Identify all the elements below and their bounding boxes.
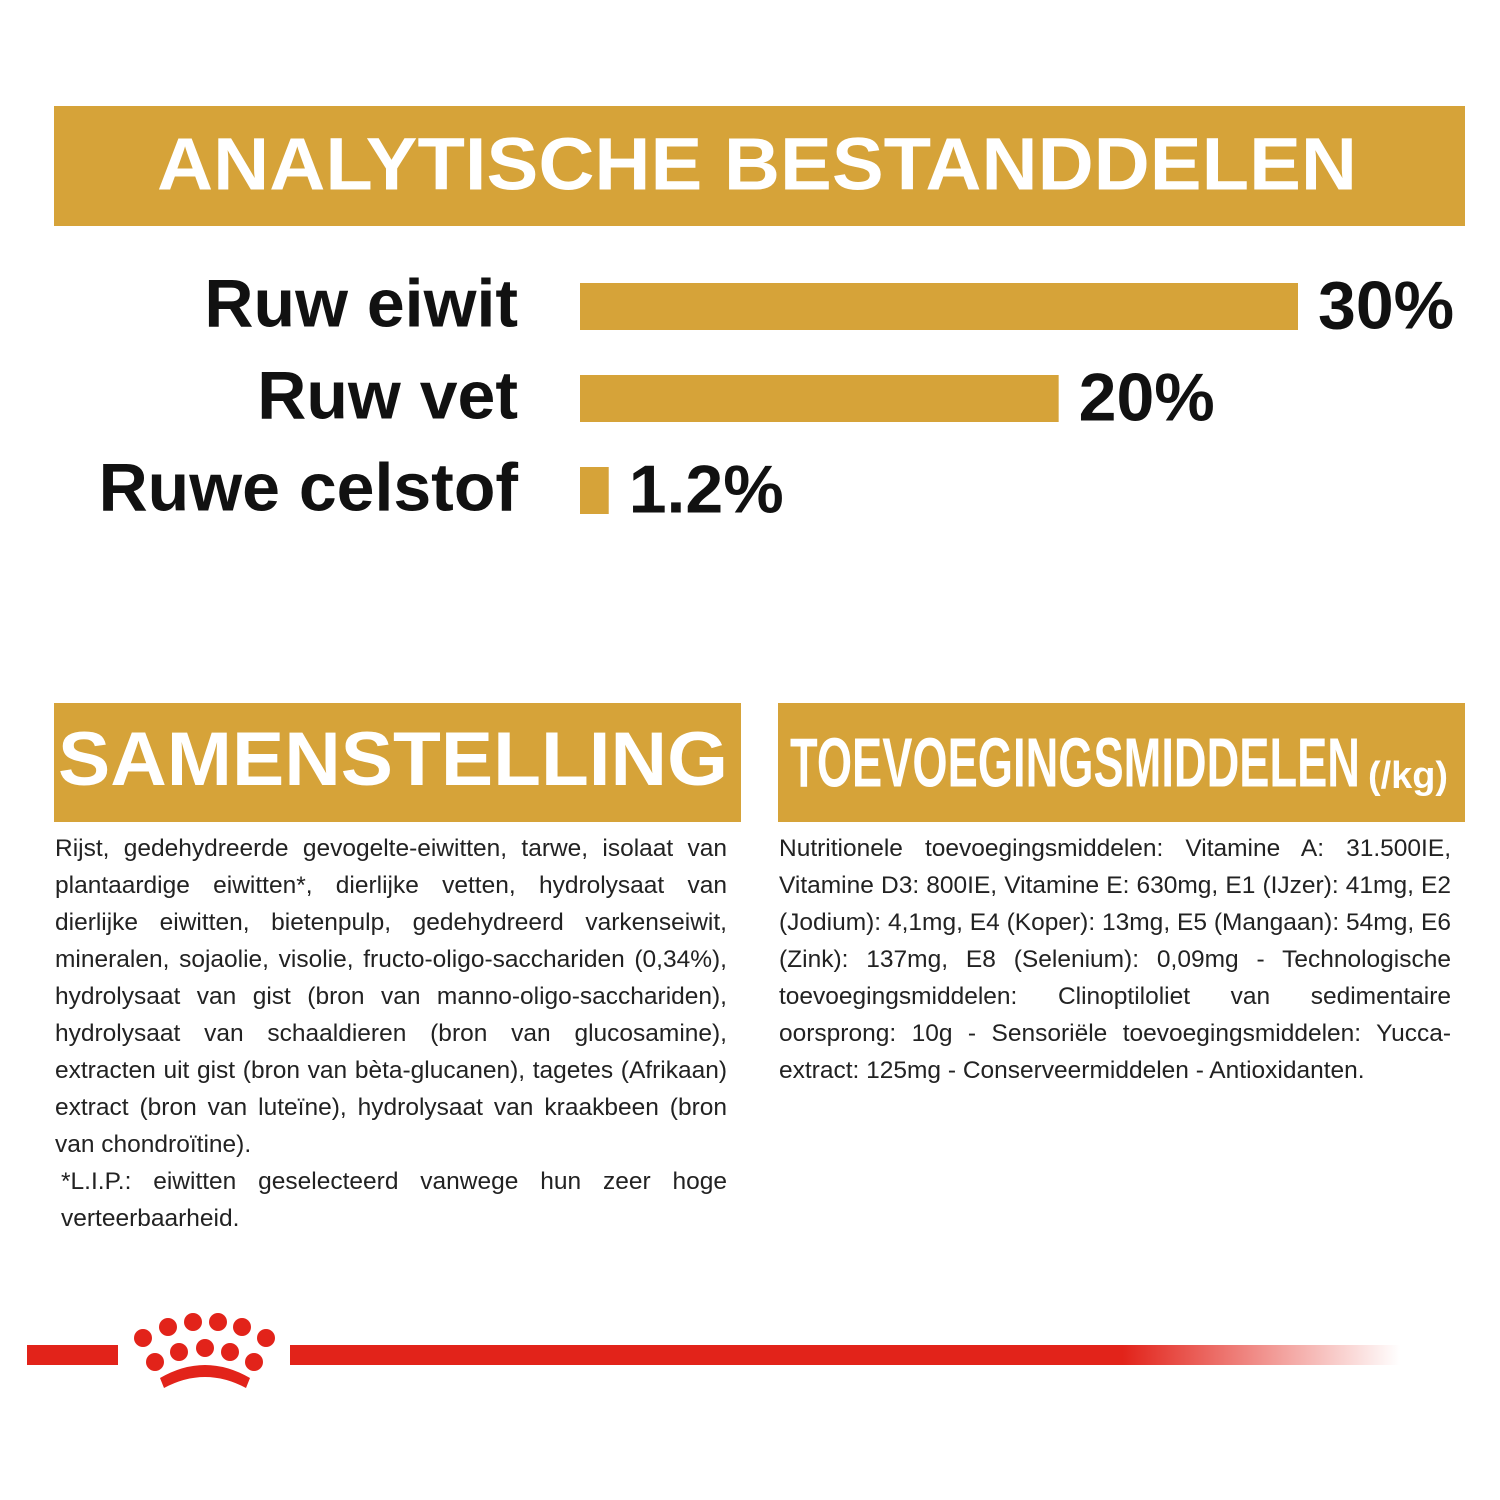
category-label: Ruw vet (257, 357, 518, 433)
value-label: 1.2% (629, 451, 784, 527)
bar (580, 467, 609, 514)
composition-banner (54, 703, 741, 822)
paragraph: Rijst, gedehydreerde gevogelte-eiwitten,… (55, 835, 727, 1158)
additives-title: TOEVOEGINGSMIDDELEN (790, 723, 1360, 801)
chart-title: ANALYTISCHE BESTANDDELEN (157, 123, 1357, 206)
brand-logo (27, 1313, 1400, 1388)
bar (580, 283, 1298, 330)
category-label: Ruwe celstof (99, 449, 519, 525)
composition-title: SAMENSTELLING (58, 717, 728, 802)
additives-banner (778, 703, 1465, 822)
title-banner (54, 106, 1465, 226)
logo-line (27, 1345, 118, 1365)
value-label: 30% (1318, 267, 1454, 343)
category-label: Ruw eiwit (204, 265, 518, 341)
paragraph: *L.I.P.: eiwitten geselecteerd vanwege h… (61, 1168, 727, 1232)
composition-text: Rijst, gedehydreerde gevogelte-eiwitten,… (55, 830, 727, 1237)
value-label: 20% (1079, 359, 1215, 435)
additives-unit: (/kg) (1368, 755, 1448, 797)
additives-text: Nutritionele toevoegingsmiddelen: Vitami… (779, 830, 1451, 1089)
logo-line (290, 1345, 1400, 1365)
bar (580, 375, 1059, 422)
paragraph: Nutritionele toevoegingsmiddelen: Vitami… (779, 835, 1451, 1084)
